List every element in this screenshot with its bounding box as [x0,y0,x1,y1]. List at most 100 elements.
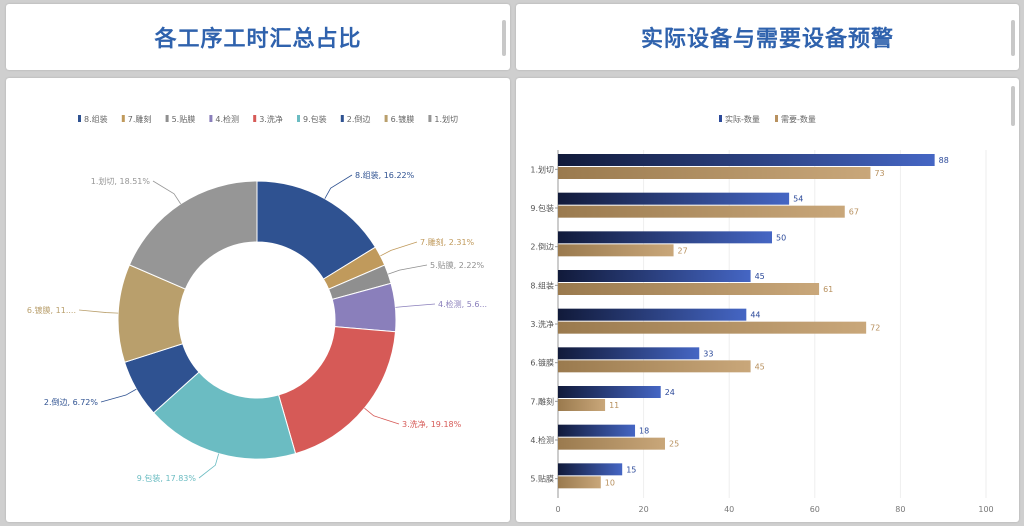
bar-actual[interactable] [558,386,661,398]
bar-actual[interactable] [558,270,751,282]
pie-slice-label: 1.划切, 18.51% [91,176,151,186]
category-label: 5.贴膜 [530,474,554,484]
right-header-title: 实际设备与需要设备预警 [640,27,894,52]
legend-item[interactable]: 4.检测 [209,114,239,124]
bar-actual[interactable] [558,347,700,360]
right-header-card: 实际设备与需要设备预警 [516,4,1019,70]
pie-leader-line [78,309,119,314]
legend-label: 5.贴膜 [172,114,196,124]
right-header-scrollbar[interactable] [1011,20,1015,56]
bar-actual-value: 44 [750,311,760,320]
bar-need[interactable] [558,283,820,295]
pie-slice-label: 8.组装, 16.22% [355,170,415,180]
bar-need[interactable] [558,244,674,257]
bar-actual-value: 50 [776,233,786,242]
pie-leader-line [100,388,137,403]
bar-need-value: 25 [669,440,679,449]
x-tick-label: 40 [724,505,734,514]
bar-actual-value: 33 [703,349,713,358]
bar-actual[interactable] [558,463,623,476]
pie-leader-line [198,453,220,479]
legend-item[interactable]: 2.倒边 [340,114,371,124]
pie-leader-line [364,407,400,425]
pie-slice[interactable] [278,326,397,455]
legend-item[interactable]: 6.镀膜 [384,114,415,124]
bar-actual[interactable] [558,308,747,321]
pie-slice[interactable] [128,180,258,290]
x-tick-label: 0 [555,505,560,514]
legend-label: 1.划切 [434,114,458,124]
x-tick-label: 60 [810,505,820,514]
pie-leader-line [388,264,428,275]
bar-actual[interactable] [558,231,772,244]
legend-item[interactable]: 7.雕刻 [121,114,152,124]
bar-need[interactable] [558,167,871,179]
legend-item[interactable]: 需要-数量 [775,114,816,124]
category-label: 3.洗净 [530,319,554,329]
legend-swatch [297,115,300,122]
category-label: 6.镀膜 [530,358,554,368]
bar-need[interactable] [558,360,751,373]
left-header-scrollbar[interactable] [502,20,506,56]
pie-chart-card: 8.组装 7.雕刻 5.贴膜 4.检测 3.洗净 9.包装 2.倒边 6.镀膜 1.划切 8.组装… [6,78,510,522]
bar-need-value: 11 [609,401,619,410]
bar-need[interactable] [558,321,867,334]
legend-label: 4.检测 [215,114,239,124]
bar-card-scrollbar[interactable] [1011,86,1015,126]
legend-label: 7.雕刻 [128,114,152,124]
legend-item[interactable]: 实际-数量 [719,114,760,124]
bar-need[interactable] [558,399,606,411]
legend-swatch [121,115,125,122]
legend-item[interactable]: 1.划切 [428,114,458,124]
bar-need[interactable] [558,476,601,489]
bar-need-value: 72 [870,324,880,333]
category-label: 8.组装 [530,280,554,290]
legend-label: 3.洗净 [259,114,283,124]
pie-leader-line [380,241,418,257]
pie-slice-label: 5.贴膜, 2.22% [430,260,485,270]
category-label: 7.雕刻 [530,396,554,406]
legend-label: 实际-数量 [725,114,760,124]
pie-slice-label: 9.包装, 17.83% [137,473,197,483]
bar-need-value: 27 [678,246,688,255]
legend-swatch [78,115,81,122]
bar-need-value: 67 [849,208,859,217]
bar-need-value: 45 [755,362,765,371]
x-tick-label: 100 [978,505,993,514]
bar-chart-card: 实际-数量 需要-数量 0 20 40 60 80 100 1.划切 88 73 9.包装 54 67 2.… [516,78,1019,522]
x-tick-label: 80 [895,505,905,514]
bar-actual-value: 88 [939,156,949,165]
bar-need[interactable] [558,205,845,218]
pie-leader-line [395,303,436,308]
legend-item[interactable]: 8.组装 [78,114,108,124]
legend-item[interactable]: 9.包装 [297,114,327,124]
bar-actual-value: 45 [755,272,765,281]
legend-item[interactable]: 5.贴膜 [165,114,196,124]
x-tick-label: 20 [639,505,649,514]
bar-actual[interactable] [558,424,636,437]
legend-label: 8.组装 [84,114,108,124]
bar-need[interactable] [558,437,665,450]
legend-swatch [428,115,432,122]
bar-actual-value: 15 [626,465,636,474]
bar-chart: 实际-数量 需要-数量 0 20 40 60 80 100 1.划切 88 73 9.包装 54 67 2.… [530,114,993,514]
bar-need-value: 73 [874,169,884,178]
legend-swatch [384,115,388,122]
legend-swatch [719,115,722,122]
pie-chart: 8.组装 7.雕刻 5.贴膜 4.检测 3.洗净 9.包装 2.倒边 6.镀膜 1.划切 8.组装… [27,114,487,483]
bar-need-value: 61 [823,285,833,294]
legend-swatch [165,115,169,122]
category-label: 2.倒边 [530,242,554,252]
bar-actual[interactable] [558,192,790,205]
bar-actual-value: 18 [639,427,649,436]
bar-actual[interactable] [558,154,935,166]
bar-actual-value: 54 [793,195,803,204]
legend-label: 6.镀膜 [391,114,415,124]
left-header-title: 各工序工时汇总占比 [154,27,362,52]
pie-slice-label: 7.雕刻, 2.31% [420,237,475,247]
legend-label: 需要-数量 [781,114,816,124]
legend-label: 2.倒边 [347,114,371,124]
legend-item[interactable]: 3.洗净 [253,114,283,124]
legend-swatch [253,115,257,122]
legend-swatch [775,115,778,122]
